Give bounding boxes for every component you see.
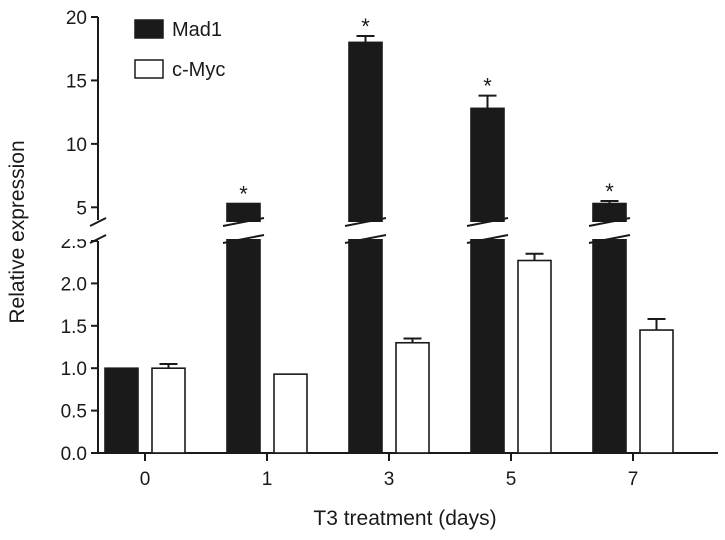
y-tick-label-lower: 0.5 [61,402,87,423]
bar-break-mark-mad1-day-1-top [222,217,265,227]
axis-break-mark-top [89,217,107,227]
bar-c-myc-day-5 [517,259,552,454]
bar-c-myc-day-7 [639,329,674,454]
bar-c-myc-day-0 [151,367,186,454]
y-tick-label-lower: 1.5 [61,317,87,338]
y-tick-label-upper: 5 [76,198,87,219]
x-tick-label-day-0: 0 [140,469,151,490]
bar-break-mark-mad1-day-5-top [466,217,509,227]
x-tick-label-day-3: 3 [384,469,395,490]
bar-break-mark-mad1-day-1-bottom [222,234,265,244]
axis-break-mark-bottom [89,234,107,244]
x-axis-title: T3 treatment (days) [313,507,496,530]
bar-mad1-day-5 [470,107,505,454]
bar-mad1-day-0 [104,367,139,454]
bars [104,35,674,454]
axis-break-gap [0,222,725,239]
significance-star-mad1-day-3: * [361,14,370,39]
x-tick-label-day-5: 5 [506,469,517,490]
y-tick-label-upper: 20 [66,8,87,29]
bar-mad1-day-3 [348,41,383,454]
y-tick-label-lower: 0.0 [61,444,87,465]
y-tick-label-lower: 1.0 [61,359,87,380]
legend-swatch-c-myc [134,59,164,79]
bar-break-mark-mad1-day-7-bottom [588,234,631,244]
bar-break-mark-mad1-day-3-bottom [344,234,387,244]
significance-star-mad1-day-1: * [239,182,248,207]
y-tick-label-upper: 15 [66,71,87,92]
x-tick-label-day-1: 1 [262,469,273,490]
y-tick-label-lower: 2.0 [61,274,87,295]
significance-star-mad1-day-5: * [483,74,492,99]
legend-swatch-mad1 [134,19,164,39]
bar-c-myc-day-1 [273,373,308,454]
legend: Mad1 c-Myc [134,19,225,81]
bar-break-mark-mad1-day-3-top [344,217,387,227]
bar-mad1-day-7 [592,202,627,454]
y-axis-title: Relative expression [6,140,29,323]
legend-label-mad1: Mad1 [172,19,222,41]
x-tick-label-day-7: 7 [628,469,639,490]
bar-mad1-day-1 [226,202,261,454]
bar-break-mark-mad1-day-5-bottom [466,234,509,244]
bar-break-mark-mad1-day-7-top [588,217,631,227]
y-tick-label-upper: 10 [66,135,87,156]
legend-label-c-myc: c-Myc [172,59,225,81]
bar-c-myc-day-3 [395,341,430,454]
significance-star-mad1-day-7: * [605,179,614,204]
